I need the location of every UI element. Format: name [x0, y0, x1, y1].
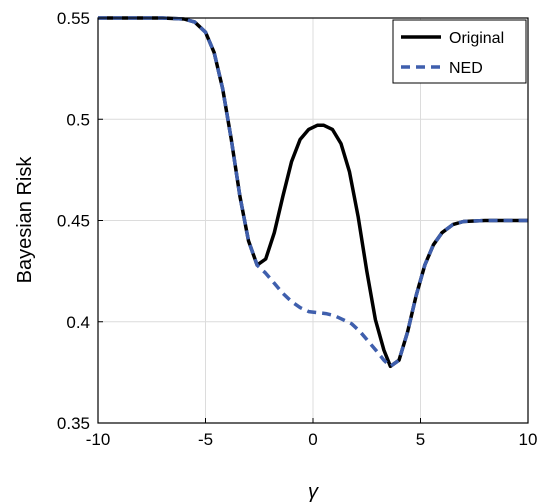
ticks: -10 -5 0 5 10 0.35 0.4 0.45 0.5 0.55: [57, 9, 538, 449]
legend-label-ned: NED: [449, 60, 483, 77]
y-tick-label: 0.5: [66, 110, 90, 129]
legend-label-original: Original: [449, 30, 504, 47]
x-tick-label: 5: [416, 430, 425, 449]
x-tick-label: -10: [86, 430, 111, 449]
x-tick-label: 0: [308, 430, 317, 449]
series-line-ned: [98, 16, 528, 369]
y-tick-label: 0.4: [66, 313, 90, 332]
x-tick-label: 10: [519, 430, 538, 449]
y-tick-label: 0.55: [57, 9, 90, 28]
y-tick-label: 0.45: [57, 212, 90, 231]
y-tick-label: 0.35: [57, 414, 90, 433]
y-axis-label: Bayesian Risk: [14, 156, 36, 284]
legend-box: [392, 19, 527, 84]
x-axis-label: γ: [308, 481, 319, 503]
legend: Original NED: [392, 19, 527, 84]
x-tick-label: -5: [198, 430, 213, 449]
series-layer: [98, 16, 528, 369]
